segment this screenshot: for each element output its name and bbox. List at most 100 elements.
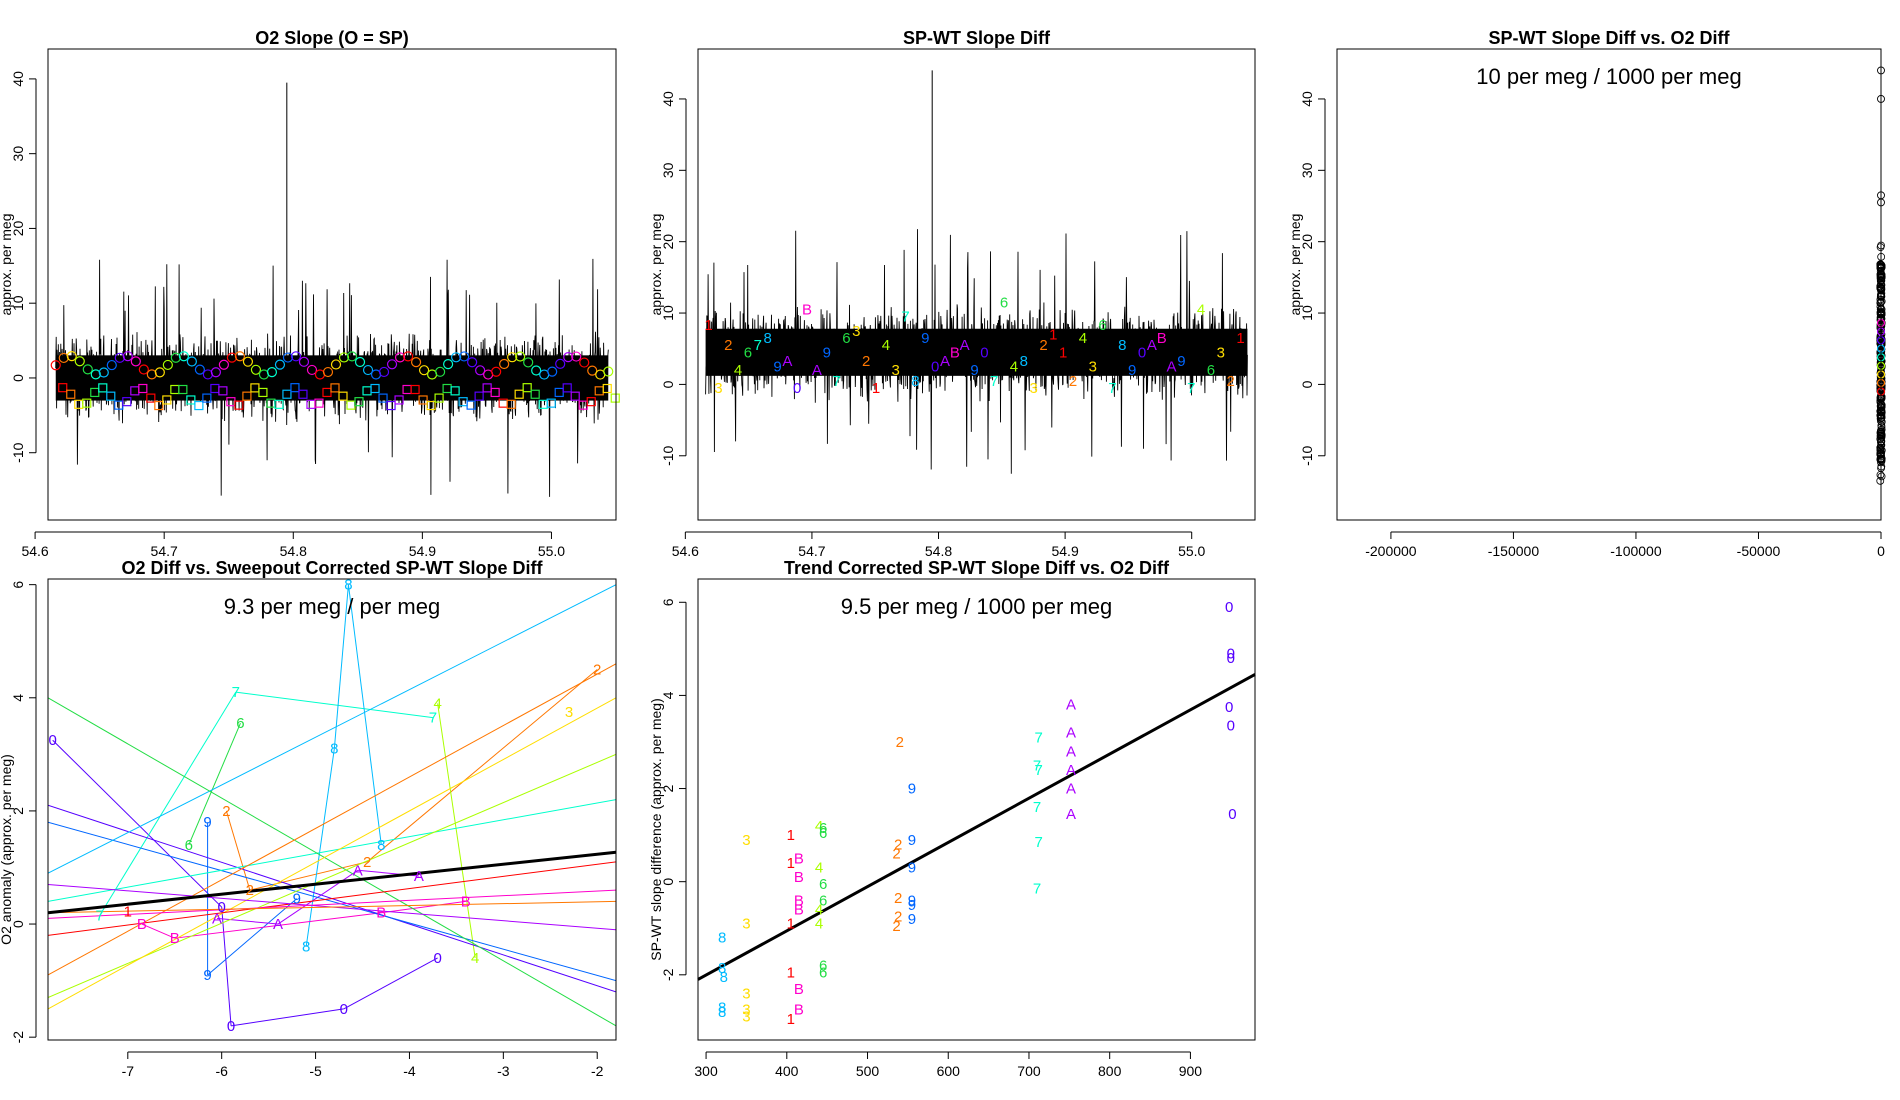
point-label: B [794,892,804,909]
connector-line [366,669,598,863]
marker-square [298,389,308,399]
marker-circle [587,365,598,376]
marker-circle [499,358,510,370]
y-tick-label: 30 [1299,162,1315,178]
point-label: A [1066,725,1076,742]
marker-circle [146,369,157,380]
point-label: 7 [1187,380,1195,397]
marker-square [98,383,108,393]
plot-frame [47,48,617,521]
point-label: 8 [1118,337,1126,354]
point-label: B [376,905,386,922]
marker-circle [178,351,189,362]
point-label: 0 [1227,718,1235,735]
point-label: 2 [1039,337,1047,354]
point-label: 2 [862,353,870,370]
marker-circle [210,367,221,378]
marker-square [234,400,244,410]
trend-line [48,697,616,1010]
marker-circle [170,352,181,363]
point-label: B [950,344,960,361]
point-label: 4 [471,950,479,967]
marker-square [258,387,268,398]
marker-circle [282,352,294,363]
point-label: 9 [1128,362,1136,379]
marker-circle [523,357,534,368]
scatter-point [1876,449,1885,457]
y-tick-label: -2 [660,968,676,981]
point-label: 2 [724,337,732,354]
marker-square [346,400,356,410]
marker-square [274,399,284,409]
marker-circle [571,351,582,362]
marker-circle [90,369,101,380]
point-label: 9 [203,814,211,831]
marker-square [474,391,484,401]
plot-frame [697,48,1256,521]
x-tick-label: 54.6 [21,543,48,559]
x-tick-label: -6 [215,1063,228,1079]
marker-square [386,400,396,411]
marker-circle [82,364,93,375]
point-label: A [1066,806,1076,823]
marker-square [514,389,524,399]
point-label: A [414,868,424,885]
point-label: 3 [1217,344,1225,361]
point-label: 8 [302,939,310,956]
point-label: 6 [1098,317,1106,334]
marker-square [370,383,380,394]
point-label: A [782,353,792,370]
point-label: 4 [734,362,742,379]
point-label: B [794,981,804,998]
point-label: 2 [222,803,230,820]
y-tick-label: 4 [660,691,676,699]
point-label: 7 [1108,380,1116,397]
point-label: 1 [787,827,795,844]
marker-circle [114,352,125,363]
marker-circle [451,352,462,363]
x-tick-label: 500 [856,1063,880,1079]
point-label: 8 [720,969,728,986]
marker-circle [443,359,454,370]
point-label: 4 [815,902,823,919]
point-label: 7 [1033,881,1041,898]
connector-line [216,917,279,925]
point-label: 3 [714,380,722,397]
regression-annotation: 9.5 per meg / 1000 per meg [841,594,1113,619]
y-tick-label: 40 [1299,91,1315,107]
point-label: 2 [363,854,371,871]
point-label: 1 [787,916,795,933]
point-label: 2 [894,836,902,853]
point-label: 7 [754,337,762,354]
point-label: 8 [718,960,726,977]
marker-circle [154,367,165,378]
y-tick-label: 4 [10,694,26,702]
point-label: 9 [921,330,929,347]
trend-line [48,821,616,982]
point-label: 9 [773,359,781,376]
marker-circle [242,356,254,367]
marker-circle [531,365,542,376]
marker-circle [459,351,470,362]
point-label: A [1167,359,1177,376]
connector-line [207,898,298,976]
point-label: 6 [819,957,827,974]
point-label: 3 [852,323,860,340]
x-tick-label: 55.0 [1178,543,1205,559]
point-label: 4 [433,695,441,712]
regression-annotation: 10 per meg / 1000 per meg [1476,64,1741,89]
point-label: 7 [1033,757,1041,774]
connector-line [188,723,241,846]
marker-circle [491,366,502,377]
marker-circle [66,351,77,362]
marker-square [530,389,540,399]
plot-frame [697,578,1256,1041]
x-tick-label: 300 [694,1063,718,1079]
x-tick-label: 54.8 [925,543,952,559]
y-tick-label: 6 [10,581,26,589]
x-tick-label: -150000 [1488,543,1540,559]
point-label: 4 [815,818,823,835]
scatter-point [1876,396,1885,405]
point-label: A [1147,337,1157,354]
marker-square [282,389,292,399]
